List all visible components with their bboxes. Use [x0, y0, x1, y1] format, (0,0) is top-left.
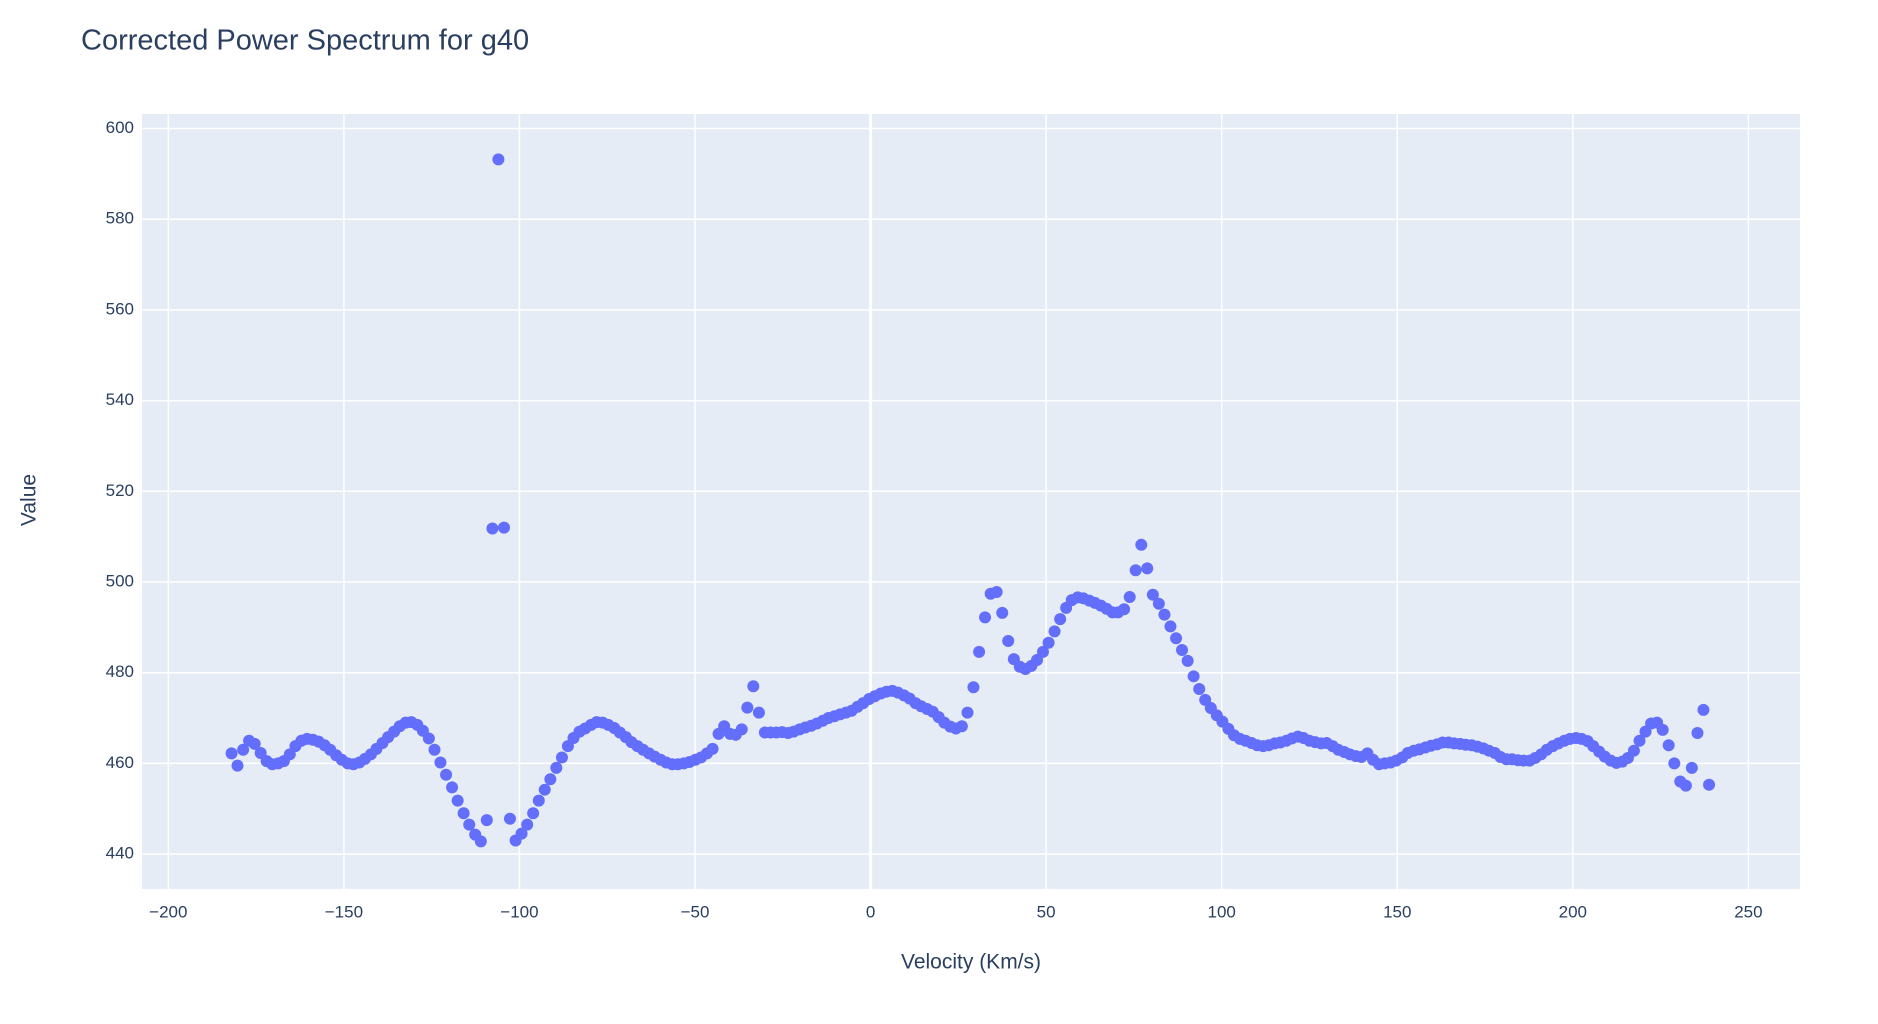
point: [1656, 723, 1669, 736]
point: [747, 680, 760, 693]
point: [527, 807, 540, 820]
point: [1697, 703, 1710, 716]
point: [498, 521, 511, 534]
x-tick-label: −200: [149, 902, 187, 921]
y-tick-label: 520: [106, 481, 134, 500]
point: [967, 681, 980, 694]
point: [248, 737, 261, 750]
point: [1187, 670, 1200, 683]
point: [752, 706, 765, 719]
point: [1054, 613, 1067, 626]
point: [434, 756, 447, 769]
point: [1123, 590, 1136, 603]
point: [1170, 632, 1183, 645]
x-tick-label: 0: [866, 902, 875, 921]
y-tick-label: 440: [106, 844, 134, 863]
point: [463, 818, 476, 831]
x-tick-label: 150: [1383, 902, 1411, 921]
point: [428, 743, 441, 756]
point: [1193, 683, 1206, 696]
point: [515, 827, 528, 840]
point: [237, 743, 250, 756]
point: [480, 814, 493, 827]
point: [225, 747, 238, 760]
point: [961, 706, 974, 719]
point: [996, 606, 1009, 619]
point: [1036, 645, 1049, 658]
point: [1042, 636, 1055, 649]
x-tick-label: 200: [1559, 902, 1587, 921]
point: [979, 611, 992, 624]
y-tick-label: 580: [106, 209, 134, 228]
point: [1668, 757, 1681, 770]
point: [1146, 588, 1159, 601]
point: [1633, 734, 1646, 747]
point: [1002, 634, 1015, 647]
point: [1703, 778, 1716, 791]
point: [1152, 597, 1165, 610]
plot-area: [142, 114, 1800, 889]
point: [550, 761, 563, 774]
y-tick-label: 560: [106, 299, 134, 318]
point: [1129, 564, 1142, 577]
point: [532, 794, 545, 807]
x-axis-title: Velocity (Km/s): [901, 951, 1041, 974]
y-tick-label: 600: [106, 118, 134, 137]
point: [1048, 625, 1061, 638]
x-tick-label: 100: [1208, 902, 1236, 921]
y-tick-label: 480: [106, 662, 134, 681]
point: [1118, 603, 1131, 616]
point: [492, 153, 505, 166]
point: [555, 751, 568, 764]
point: [1164, 620, 1177, 633]
point: [422, 732, 435, 745]
point: [1176, 644, 1189, 657]
point: [1181, 654, 1194, 667]
point: [440, 768, 453, 781]
point: [955, 720, 968, 733]
point: [1158, 608, 1171, 621]
point: [973, 645, 986, 658]
x-tick-label: −100: [500, 902, 538, 921]
point: [1662, 739, 1675, 752]
x-tick-label: −50: [681, 902, 710, 921]
y-tick-label: 540: [106, 390, 134, 409]
point: [521, 818, 534, 831]
point: [1685, 761, 1698, 774]
point: [1141, 562, 1154, 575]
point: [503, 812, 516, 825]
point: [446, 781, 459, 794]
y-axis-title: Value: [18, 474, 41, 526]
point: [1691, 727, 1704, 740]
x-tick-label: 250: [1734, 902, 1762, 921]
point: [544, 773, 557, 786]
chart-title: Corrected Power Spectrum for g40: [81, 25, 529, 57]
point: [457, 807, 470, 820]
y-tick-label: 460: [106, 753, 134, 772]
point: [990, 585, 1003, 598]
point: [735, 723, 748, 736]
y-tick-label: 500: [106, 571, 134, 590]
point: [486, 522, 499, 535]
point: [706, 742, 719, 755]
point: [741, 701, 754, 714]
point: [1679, 779, 1692, 792]
point: [538, 783, 551, 796]
x-tick-label: −150: [325, 902, 363, 921]
point: [474, 835, 487, 848]
point: [451, 794, 464, 807]
point: [1627, 744, 1640, 757]
x-tick-label: 50: [1037, 902, 1056, 921]
point: [1135, 538, 1148, 551]
point: [231, 759, 244, 772]
